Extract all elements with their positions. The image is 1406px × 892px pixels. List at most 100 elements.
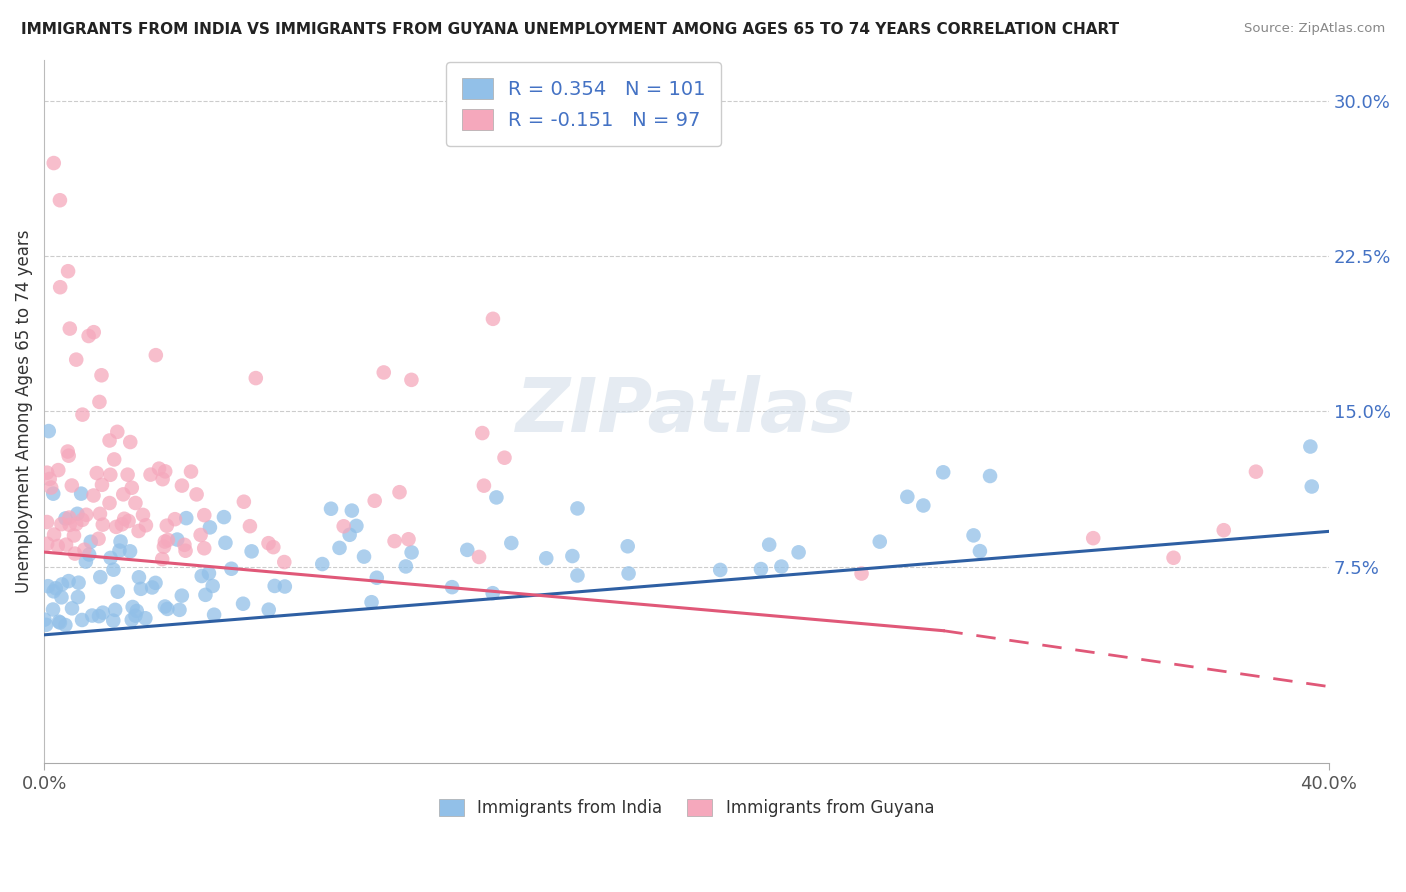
Point: [616, 539, 638, 553]
Point: [37, 466, 59, 480]
Point: [156, 518, 179, 533]
Point: [120, 435, 142, 450]
Point: [120, 544, 142, 558]
Point: [77, 548, 100, 562]
Point: [58, 449, 80, 463]
Point: [87, 609, 110, 624]
Point: [86, 466, 108, 480]
Point: [56, 264, 79, 278]
Point: [398, 533, 420, 547]
Point: [481, 586, 503, 600]
Point: [121, 599, 143, 614]
Point: [482, 311, 505, 326]
Point: [125, 604, 148, 618]
Point: [42, 584, 65, 599]
Point: [173, 538, 195, 552]
Point: [212, 510, 235, 524]
Point: [90, 368, 112, 383]
Text: Source: ZipAtlas.com: Source: ZipAtlas.com: [1244, 22, 1385, 36]
Point: [55, 511, 77, 525]
Point: [39, 481, 62, 495]
Point: [170, 478, 193, 492]
Point: [134, 611, 156, 625]
Point: [121, 613, 143, 627]
Point: [257, 536, 280, 550]
Point: [124, 496, 146, 510]
Point: [180, 465, 202, 479]
Point: [932, 465, 955, 479]
Point: [98, 434, 121, 448]
Point: [373, 366, 395, 380]
Point: [66, 507, 89, 521]
Point: [363, 493, 385, 508]
Point: [150, 552, 173, 566]
Point: [121, 481, 143, 495]
Point: [979, 469, 1001, 483]
Point: [42, 486, 65, 500]
Point: [83, 325, 105, 339]
Point: [441, 580, 464, 594]
Point: [567, 501, 589, 516]
Point: [395, 559, 418, 574]
Point: [567, 568, 589, 582]
Point: [787, 545, 810, 559]
Point: [72, 513, 94, 527]
Point: [103, 563, 125, 577]
Point: [49, 280, 72, 294]
Legend: Immigrants from India, Immigrants from Guyana: Immigrants from India, Immigrants from G…: [430, 790, 942, 825]
Point: [128, 524, 150, 538]
Point: [103, 452, 125, 467]
Point: [73, 542, 96, 557]
Point: [105, 425, 128, 439]
Point: [401, 373, 423, 387]
Point: [1083, 531, 1105, 545]
Point: [35, 515, 58, 529]
Point: [72, 408, 94, 422]
Point: [51, 591, 73, 605]
Point: [257, 602, 280, 616]
Point: [77, 329, 100, 343]
Point: [135, 518, 157, 533]
Point: [117, 467, 139, 482]
Point: [56, 444, 79, 458]
Point: [273, 555, 295, 569]
Point: [63, 528, 86, 542]
Point: [65, 352, 87, 367]
Point: [194, 588, 217, 602]
Point: [49, 193, 72, 207]
Point: [186, 487, 208, 501]
Point: [561, 549, 583, 563]
Point: [89, 507, 111, 521]
Point: [190, 569, 212, 583]
Point: [42, 602, 65, 616]
Point: [353, 549, 375, 564]
Point: [59, 517, 82, 532]
Point: [339, 528, 361, 542]
Point: [82, 608, 104, 623]
Point: [156, 602, 179, 616]
Point: [1163, 550, 1185, 565]
Point: [46, 463, 69, 477]
Point: [51, 517, 73, 532]
Point: [145, 348, 167, 362]
Point: [129, 582, 152, 596]
Point: [55, 538, 77, 552]
Point: [169, 603, 191, 617]
Point: [110, 534, 132, 549]
Point: [274, 580, 297, 594]
Point: [152, 472, 174, 486]
Point: [156, 533, 179, 547]
Point: [128, 570, 150, 584]
Point: [80, 534, 103, 549]
Point: [66, 590, 89, 604]
Point: [107, 584, 129, 599]
Point: [388, 485, 411, 500]
Point: [153, 464, 176, 478]
Point: [48, 615, 70, 629]
Point: [70, 613, 93, 627]
Point: [1301, 479, 1323, 493]
Point: [100, 550, 122, 565]
Point: [174, 543, 197, 558]
Point: [153, 540, 176, 554]
Point: [132, 508, 155, 522]
